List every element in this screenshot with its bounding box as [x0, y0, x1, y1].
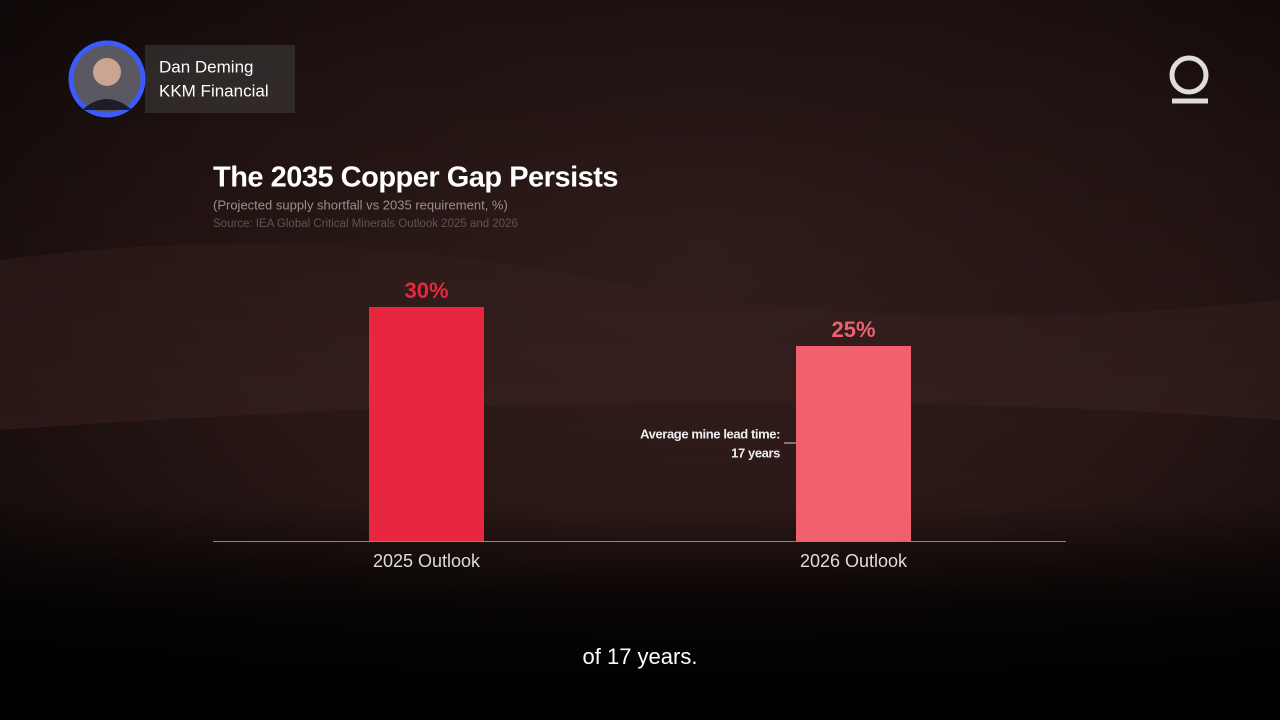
chart-title: The 2035 Copper Gap Persists: [213, 162, 618, 194]
bar: [796, 346, 911, 541]
chart-subtitle: (Projected supply shortfall vs 2035 requ…: [213, 197, 508, 212]
x-tick-label: 2025 Outlook: [373, 551, 481, 571]
value-label: 25%: [831, 317, 875, 342]
speaker-name: Dan Deming: [159, 57, 254, 76]
speaker-face: [93, 58, 121, 86]
bar: [369, 307, 484, 541]
value-label: 30%: [404, 278, 448, 303]
speaker-box: [145, 45, 295, 113]
speaker-affiliation: KKM Financial: [159, 81, 269, 100]
annotation: Average mine lead time:: [640, 426, 780, 441]
x-tick-label: 2026 Outlook: [800, 551, 908, 571]
annotation: 17 years: [731, 445, 780, 460]
speaker-suit: [82, 99, 132, 110]
logo: [1169, 55, 1209, 95]
caption: of 17 years.: [583, 644, 698, 669]
chart-source: Source: IEA Global Critical Minerals Out…: [213, 218, 518, 230]
